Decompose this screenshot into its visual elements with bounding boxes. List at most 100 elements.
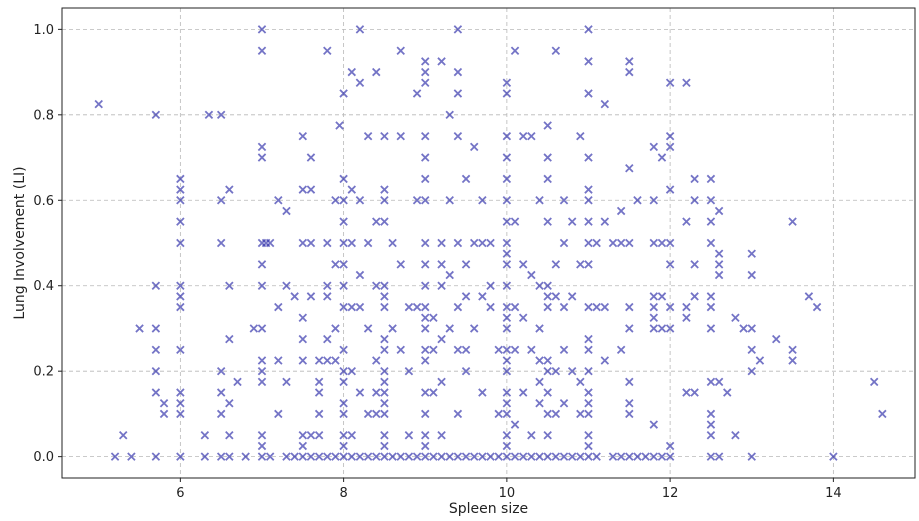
data-point — [461, 174, 471, 184]
data-point — [706, 174, 716, 184]
data-point — [502, 196, 512, 205]
data-point — [339, 196, 348, 205]
data-point — [314, 409, 324, 419]
data-point — [543, 452, 552, 461]
data-point — [396, 260, 405, 269]
data-point — [323, 334, 332, 344]
data-point — [421, 324, 430, 333]
data-point — [706, 420, 716, 429]
data-point — [437, 377, 446, 387]
data-point — [665, 142, 675, 152]
data-point — [355, 302, 365, 312]
data-point — [494, 409, 503, 419]
data-point — [274, 302, 283, 312]
data-point — [690, 388, 699, 397]
data-point — [747, 249, 756, 258]
data-point — [608, 238, 618, 248]
data-point — [502, 238, 512, 248]
data-point — [274, 356, 283, 365]
data-point — [380, 398, 389, 408]
data-point — [274, 196, 283, 205]
data-point — [478, 452, 487, 461]
data-point — [176, 409, 185, 419]
data-point — [331, 452, 340, 461]
data-point — [510, 420, 520, 429]
data-point — [584, 196, 593, 205]
data-point — [306, 238, 316, 248]
data-point — [502, 398, 512, 408]
data-point — [204, 110, 214, 120]
data-point — [665, 260, 675, 269]
data-point — [421, 67, 430, 77]
data-point — [298, 313, 308, 323]
data-point — [282, 281, 291, 290]
data-point — [306, 452, 316, 461]
data-point — [478, 292, 487, 301]
data-point — [323, 356, 332, 365]
data-point — [257, 25, 267, 34]
data-point — [323, 292, 332, 301]
data-point — [249, 324, 259, 333]
plot-frame — [61, 7, 916, 479]
data-point — [257, 366, 267, 376]
data-point — [380, 441, 389, 451]
data-point — [543, 356, 552, 365]
data-point — [543, 292, 552, 301]
data-point — [127, 452, 136, 461]
data-point — [543, 174, 552, 184]
data-point — [421, 78, 430, 88]
data-point — [298, 431, 308, 440]
data-point — [421, 356, 430, 365]
data-point — [445, 196, 454, 205]
data-point — [421, 57, 430, 66]
data-point — [355, 25, 365, 34]
x-tick-label: 10 — [499, 486, 516, 501]
data-point — [788, 345, 797, 355]
data-point — [437, 334, 446, 344]
data-point — [657, 452, 667, 461]
data-point — [551, 366, 561, 376]
data-point — [176, 281, 185, 290]
data-point — [445, 270, 454, 280]
data-point — [625, 398, 634, 408]
data-point — [298, 356, 308, 365]
data-point — [584, 89, 593, 98]
data-point — [421, 281, 430, 290]
y-axis-ticks: 0.0 0.2 0.4 0.6 0.8 1.0 — [33, 23, 62, 465]
data-point — [421, 431, 430, 440]
data-point — [665, 302, 675, 312]
data-point — [633, 196, 642, 205]
data-point — [323, 281, 332, 290]
data-point — [461, 292, 471, 301]
data-point — [625, 324, 634, 333]
data-point — [510, 345, 520, 355]
data-point — [306, 185, 316, 194]
data-point — [518, 131, 528, 141]
data-point — [584, 153, 593, 162]
data-point — [551, 292, 561, 301]
data-point — [543, 302, 552, 312]
data-point — [502, 302, 512, 312]
data-point — [461, 366, 471, 376]
data-point — [502, 431, 512, 440]
data-point — [176, 174, 185, 184]
data-point — [478, 238, 487, 248]
data-point — [543, 121, 552, 130]
data-point — [216, 388, 226, 397]
data-point — [257, 260, 267, 269]
data-point — [625, 238, 634, 248]
data-point — [714, 206, 724, 216]
data-point — [584, 345, 593, 355]
data-point — [339, 409, 348, 419]
data-point — [510, 46, 520, 55]
data-point — [298, 452, 308, 461]
data-point — [404, 366, 414, 376]
data-point — [576, 409, 585, 419]
data-point — [600, 302, 610, 312]
data-point — [404, 431, 414, 440]
data-point — [429, 388, 438, 397]
data-point — [437, 238, 446, 248]
data-point — [265, 452, 275, 461]
data-point — [216, 452, 226, 461]
